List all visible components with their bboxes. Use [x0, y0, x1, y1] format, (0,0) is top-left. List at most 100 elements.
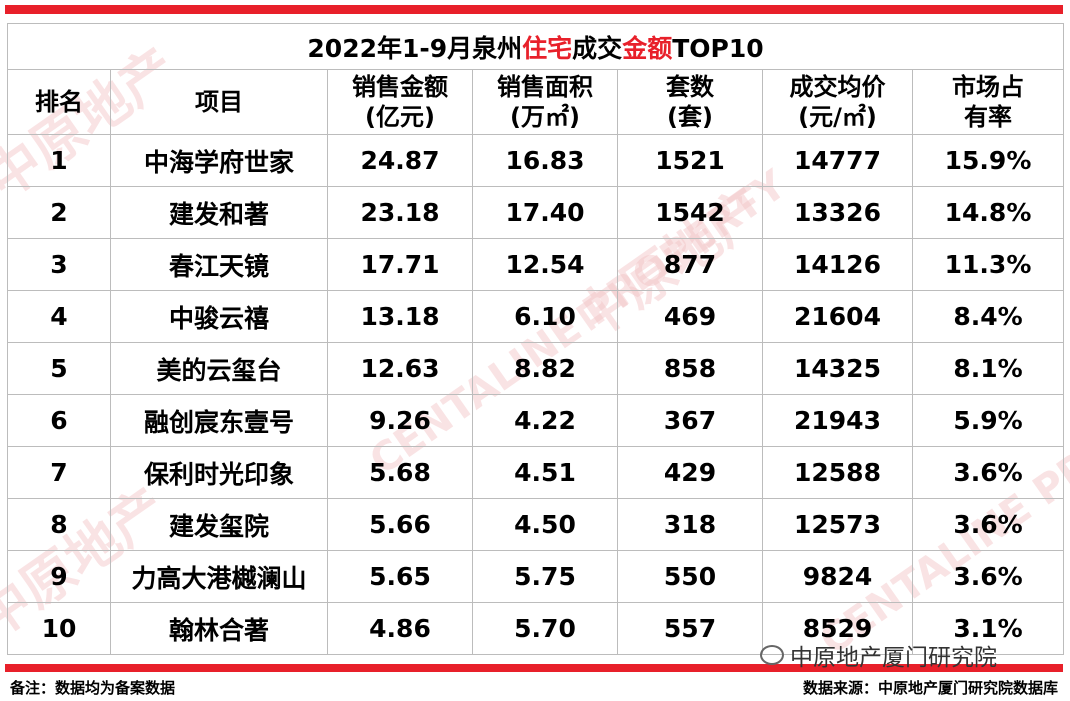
- table-cell: 8: [7, 498, 111, 551]
- table-cell: 14126: [762, 238, 913, 291]
- wechat-overlay: 中原地产厦门研究院: [760, 638, 997, 672]
- table-cell: 中海学府世家: [110, 134, 328, 187]
- column-header: 成交均价 (元/㎡): [762, 69, 913, 135]
- table-cell: 3.6%: [911, 550, 1065, 603]
- table-cell: 9.26: [327, 394, 473, 447]
- table-cell: 5.70: [472, 602, 618, 655]
- table-row: 4 中骏云禧 13.18 6.10 469 21604 8.4%: [7, 290, 1065, 343]
- ranking-table: 2022年1-9月泉州住宅成交金额TOP10 排名 项目 销售金额 (亿元) 销售面积(…: [6, 23, 1065, 655]
- header-row: 排名 项目 销售金额 (亿元) 销售面积 (万㎡) 套数 (套) 成交均价 (元/㎡) 市场占 有率: [7, 69, 1065, 135]
- table-cell: 12.54: [472, 238, 618, 291]
- table-cell: 13.18: [327, 290, 473, 343]
- table-cell: 翰林合著: [110, 602, 328, 655]
- column-header: 销售面积 (万㎡): [472, 69, 618, 135]
- table-row: 1 中海学府世家 24.87 16.83 1521 14777 15.9%: [7, 134, 1065, 187]
- table-cell: 5.68: [327, 446, 473, 499]
- table-cell: 14.8%: [911, 186, 1065, 239]
- column-header-line: 套数: [666, 73, 714, 101]
- column-header: 市场占 有率: [911, 69, 1065, 135]
- table-cell: 13326: [762, 186, 913, 239]
- column-header-line: (万㎡): [510, 103, 580, 131]
- table-cell: 6: [7, 394, 111, 447]
- footer-source: 数据来源：中原地产厦门研究院数据库: [802, 679, 1058, 697]
- top-red-bar: [5, 5, 1063, 14]
- table-cell: 力高大港樾澜山: [110, 550, 328, 603]
- column-header: 套数 (套): [617, 69, 763, 135]
- table-cell: 21604: [762, 290, 913, 343]
- table-cell: 4.51: [472, 446, 618, 499]
- column-header-line: 市场占: [952, 73, 1025, 101]
- table-row: 8 建发玺院 5.66 4.50 318 12573 3.6%: [7, 498, 1065, 551]
- table-cell: 4: [7, 290, 111, 343]
- bottom-red-bar: [5, 664, 1063, 672]
- table-row: 5 美的云玺台 12.63 8.82 858 14325 8.1%: [7, 342, 1065, 395]
- table-cell: 5: [7, 342, 111, 395]
- table-cell: 877: [617, 238, 763, 291]
- table-cell: 3: [7, 238, 111, 291]
- table-cell: 建发和著: [110, 186, 328, 239]
- column-header-line: (元/㎡): [798, 103, 877, 131]
- table-cell: 3.6%: [911, 446, 1065, 499]
- table-cell: 8.1%: [911, 342, 1065, 395]
- table-cell: 367: [617, 394, 763, 447]
- column-header-line: 销售面积: [497, 73, 593, 101]
- table-cell: 14777: [762, 134, 913, 187]
- table-cell: 4.22: [472, 394, 618, 447]
- table-cell: 1521: [617, 134, 763, 187]
- footer-note: 备注：数据均为备案数据: [10, 679, 176, 697]
- table-cell: 美的云玺台: [110, 342, 328, 395]
- table-cell: 21943: [762, 394, 913, 447]
- table-row: 10 翰林合著 4.86 5.70 557 8529 3.1%: [7, 602, 1065, 655]
- table-row: 3 春江天镜 17.71 12.54 877 14126 11.3%: [7, 238, 1065, 291]
- account-name: 中原地产厦门研究院: [790, 645, 997, 671]
- table-cell: 4.86: [327, 602, 473, 655]
- table-cell: 5.65: [327, 550, 473, 603]
- table-cell: 17.40: [472, 186, 618, 239]
- table-cell: 429: [617, 446, 763, 499]
- table-cell: 春江天镜: [110, 238, 328, 291]
- table-cell: 10: [7, 602, 111, 655]
- table-cell: 9824: [762, 550, 913, 603]
- table-cell: 建发玺院: [110, 498, 328, 551]
- table-row: 9 力高大港樾澜山 5.65 5.75 550 9824 3.6%: [7, 550, 1065, 603]
- table-row: 7 保利时光印象 5.68 4.51 429 12588 3.6%: [7, 446, 1065, 499]
- table-cell: 2: [7, 186, 111, 239]
- column-header: 销售金额 (亿元): [327, 69, 473, 135]
- column-header-line: 排名: [35, 88, 83, 116]
- table-cell: 5.66: [327, 498, 473, 551]
- table-cell: 9: [7, 550, 111, 603]
- table-cell: 8.82: [472, 342, 618, 395]
- table-row: 2 建发和著 23.18 17.40 1542 13326 14.8%: [7, 186, 1065, 239]
- table-title: 2022年1-9月泉州住宅成交金额TOP10: [6, 23, 1065, 70]
- table-cell: 23.18: [327, 186, 473, 239]
- table-cell: 5.75: [472, 550, 618, 603]
- table-cell: 550: [617, 550, 763, 603]
- column-header-line: 销售金额: [352, 73, 448, 101]
- table-row: 6 融创宸东壹号 9.26 4.22 367 21943 5.9%: [7, 394, 1065, 447]
- table-cell: 12.63: [327, 342, 473, 395]
- wechat-icon: [760, 645, 784, 665]
- column-header-line: 有率: [964, 103, 1013, 131]
- column-header-line: 项目: [195, 88, 243, 116]
- column-header: 项目: [110, 69, 328, 135]
- table-cell: 融创宸东壹号: [110, 394, 328, 447]
- table-cell: 15.9%: [911, 134, 1065, 187]
- column-header-line: 成交均价: [789, 73, 886, 101]
- table-cell: 557: [617, 602, 763, 655]
- table-cell: 6.10: [472, 290, 618, 343]
- table-cell: 11.3%: [911, 238, 1065, 291]
- table-cell: 4.50: [472, 498, 618, 551]
- table-cell: 12588: [762, 446, 913, 499]
- column-header-line: (套): [667, 103, 713, 131]
- table-cell: 14325: [762, 342, 913, 395]
- table-cell: 1542: [617, 186, 763, 239]
- table-cell: 7: [7, 446, 111, 499]
- table-cell: 8529: [762, 602, 913, 655]
- table-cell: 16.83: [472, 134, 618, 187]
- table-cell: 保利时光印象: [110, 446, 328, 499]
- table-cell: 3.6%: [911, 498, 1065, 551]
- table-cell: 1: [7, 134, 111, 187]
- table-cell: 3.1%: [911, 602, 1065, 655]
- column-header: 排名: [7, 69, 111, 135]
- table-cell: 5.9%: [911, 394, 1065, 447]
